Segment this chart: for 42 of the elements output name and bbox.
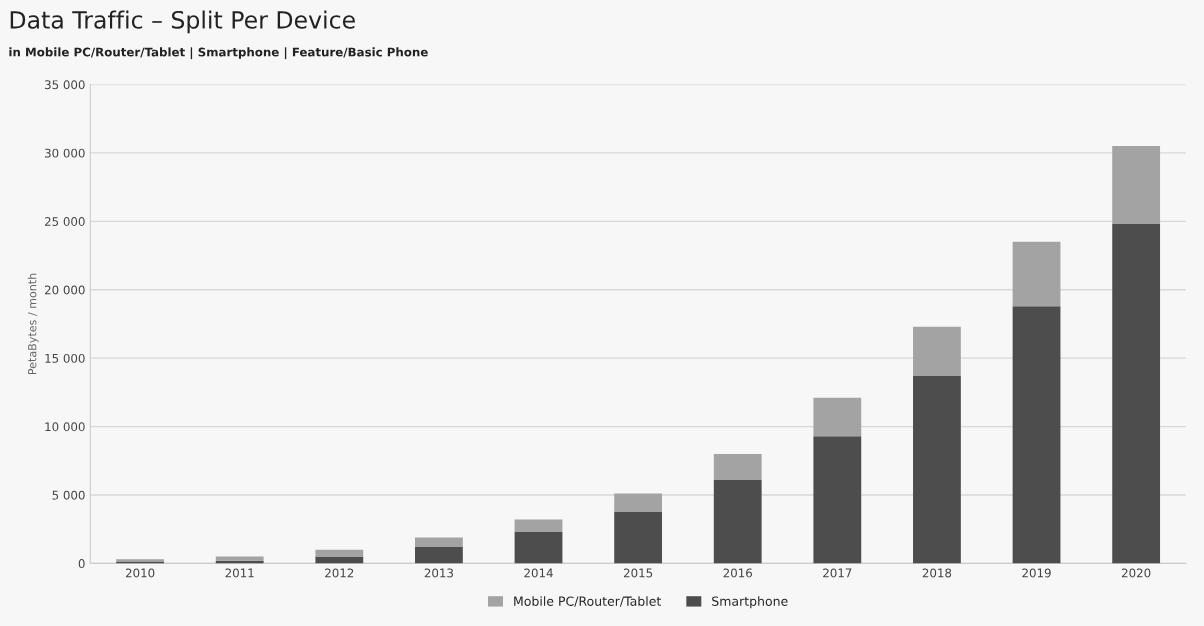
bar [813, 436, 862, 564]
legend-label: Smartphone [712, 596, 788, 609]
bar [215, 556, 264, 561]
y-tick-label: 15 000 [45, 353, 85, 363]
x-tick-label: 2017 [823, 568, 852, 578]
x-tick-label: 2015 [623, 568, 653, 578]
bar [614, 511, 663, 564]
bar [813, 397, 862, 437]
x-tick-label: 2013 [424, 568, 453, 578]
bar [913, 326, 961, 376]
x-tick-label: 2018 [922, 568, 952, 578]
bar [315, 549, 364, 557]
y-tick-label: 25 000 [45, 217, 85, 226]
x-tick-label: 2020 [1121, 568, 1151, 578]
bar [1112, 146, 1161, 225]
bar [415, 546, 463, 564]
x-tick-label: 2019 [1022, 568, 1051, 578]
bar [1012, 241, 1061, 307]
x-tick-label: 2010 [125, 568, 155, 578]
bar [713, 479, 762, 564]
chart-title: Data Traffic – Split Per Device [10, 10, 355, 34]
x-tick-label: 2014 [524, 568, 553, 578]
chart-subtitle: in Mobile PC/Router/Tablet | Smartphone | Feature/Basic Phone [9, 47, 428, 60]
bar [514, 531, 563, 564]
bar [415, 537, 463, 547]
bar [1012, 306, 1061, 564]
y-tick-label: 35 000 [45, 80, 85, 90]
y-axis-title: PetaBytes / month [27, 273, 39, 375]
y-tick-label: 5 000 [52, 490, 85, 500]
x-tick-label: 2016 [723, 568, 752, 578]
bar [614, 493, 663, 512]
bar [514, 519, 563, 532]
x-tick-label: 2011 [225, 568, 254, 578]
bar [1112, 224, 1161, 564]
legend-label: Mobile PC/Router/Tablet [514, 596, 662, 607]
y-tick-label: 30 000 [45, 148, 85, 158]
x-tick-label: 2012 [325, 568, 354, 578]
y-tick-label: 20 000 [45, 285, 85, 295]
bar [913, 375, 961, 564]
y-tick-label: 10 000 [45, 422, 85, 432]
y-tick-label: 0 [78, 559, 85, 569]
bar [713, 453, 762, 480]
